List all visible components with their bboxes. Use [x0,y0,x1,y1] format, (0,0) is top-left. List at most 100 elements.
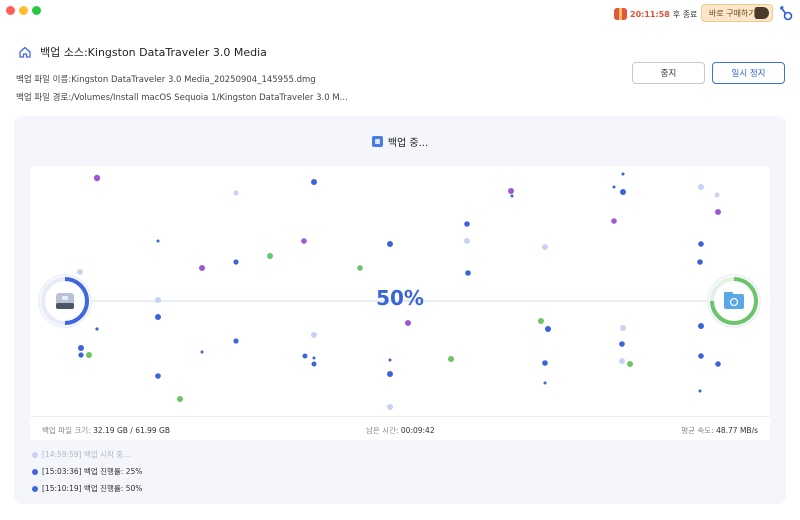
pause-button[interactable]: 일시 정지 [712,62,785,84]
data-particle [621,172,625,176]
data-particle [199,265,205,271]
backup-file-name: 백업 파일 이름:Kingston DataTraveler 3.0 Media… [16,75,316,85]
data-particle [620,189,626,195]
data-particle [715,209,721,215]
data-particle [156,239,160,243]
data-particle [233,190,239,196]
data-particle [612,185,616,189]
data-particle [510,194,514,198]
data-particle [78,345,84,351]
data-particles [77,172,721,410]
average-speed-value: 48.77 MB/s [716,426,758,435]
transfer-animation: 50% [30,166,770,416]
data-particle [697,259,703,265]
buy-now-button[interactable]: 바로 구매하기 [701,4,773,22]
data-particle [387,404,393,410]
data-particle [698,389,702,393]
data-particle [77,269,83,275]
data-particle [611,218,617,224]
backup-source-title: 백업 소스:Kingston DataTraveler 3.0 Media [40,46,267,59]
data-particle [311,332,317,338]
data-particle [542,360,548,366]
data-particle [545,326,551,332]
close-window-button[interactable] [6,6,15,15]
data-particle [698,353,704,359]
data-particle [311,179,317,185]
target-disk-icon [707,274,761,328]
backup-status-text: 백업 중... [387,138,429,149]
transfer-animation-graphic [38,172,761,410]
source-disk-icon [38,274,92,328]
data-particle [508,188,514,194]
log-bullet-icon [32,451,38,458]
log-entry: [15:10:19] 백업 진행률: 50% [32,480,142,497]
data-particle [155,297,161,303]
data-particle [542,244,548,250]
offer-timer-time: 20:11:58 [630,9,670,19]
remaining-time-stat: 남은 시간: 00:09:42 [366,425,435,436]
data-particle [465,270,471,276]
offer-timer: 20:11:58 후 종료 [614,6,697,22]
data-particle [93,174,101,182]
data-particle [698,241,704,247]
backup-size-stat: 백업 파일 크기: 32.19 GB / 61.99 GB [42,425,170,436]
gift-icon [614,8,627,20]
log-entry: [14:59:59] 백업 시작 중... [32,446,142,463]
data-particle [619,341,625,347]
backup-header: 백업 소스:Kingston DataTraveler 3.0 Media 백업… [0,26,800,116]
buy-now-label: 바로 구매하기 [709,8,756,18]
log-entry-text: [14:59:59] 백업 시작 중... [42,450,131,459]
log-bullet-icon [32,468,38,475]
data-particle [302,353,308,359]
data-particle [267,253,273,259]
backup-progress-panel: 백업 중... 50% [14,116,786,504]
data-particle [78,352,84,358]
title-bar: 20:11:58 후 종료 바로 구매하기 [0,0,800,26]
minimize-window-button[interactable] [19,6,28,15]
data-particle [357,265,363,271]
data-particle [448,356,454,362]
data-particle [95,327,99,331]
data-particle [233,259,239,265]
data-particle [464,221,470,227]
log-bullet-icon [32,485,38,492]
data-particle [698,184,704,190]
data-particle [538,318,544,324]
home-icon[interactable] [18,45,32,59]
remaining-time-value: 00:09:42 [400,426,435,435]
data-particle [543,381,547,385]
data-particle [714,192,720,198]
data-particle [86,352,92,358]
average-speed-label: 평균 속도: [681,426,714,435]
data-particle [233,338,239,344]
backup-stats: 백업 파일 크기: 32.19 GB / 61.99 GB 남은 시간: 00:… [30,416,770,440]
data-particle [715,361,721,367]
offer-timer-suffix: 후 종료 [672,9,698,19]
zoom-window-button[interactable] [32,6,41,15]
backup-size-label: 백업 파일 크기: [42,426,91,435]
stop-button[interactable]: 중지 [632,62,705,84]
data-particle [387,241,393,247]
progress-percent: 50% [376,286,424,310]
data-particle [312,356,316,360]
data-particle [387,371,393,377]
data-particle [311,361,317,367]
data-particle [301,238,307,244]
backup-icon [371,136,383,147]
data-particle [627,361,633,367]
log-entry: [15:03:36] 백업 진행률: 25% [32,463,142,480]
remaining-time-label: 남은 시간: [366,426,399,435]
key-icon[interactable] [778,4,794,22]
backup-file-path: 백업 파일 경로:/Volumes/Install macOS Sequoia … [16,93,348,103]
data-particle [620,325,626,331]
data-particle [698,323,704,329]
backup-log: [14:59:59] 백업 시작 중... [15:03:36] 백업 진행률: … [32,446,142,497]
data-particle [388,358,392,362]
backup-size-value: 32.19 GB / 61.99 GB [93,426,171,435]
log-entry-text: [15:03:36] 백업 진행률: 25% [42,467,143,476]
data-particle [155,373,161,379]
data-particle [155,314,161,320]
average-speed-stat: 평균 속도: 48.77 MB/s [681,425,758,436]
data-particle [200,350,204,354]
log-entry-text: [15:10:19] 백업 진행률: 50% [42,484,143,493]
